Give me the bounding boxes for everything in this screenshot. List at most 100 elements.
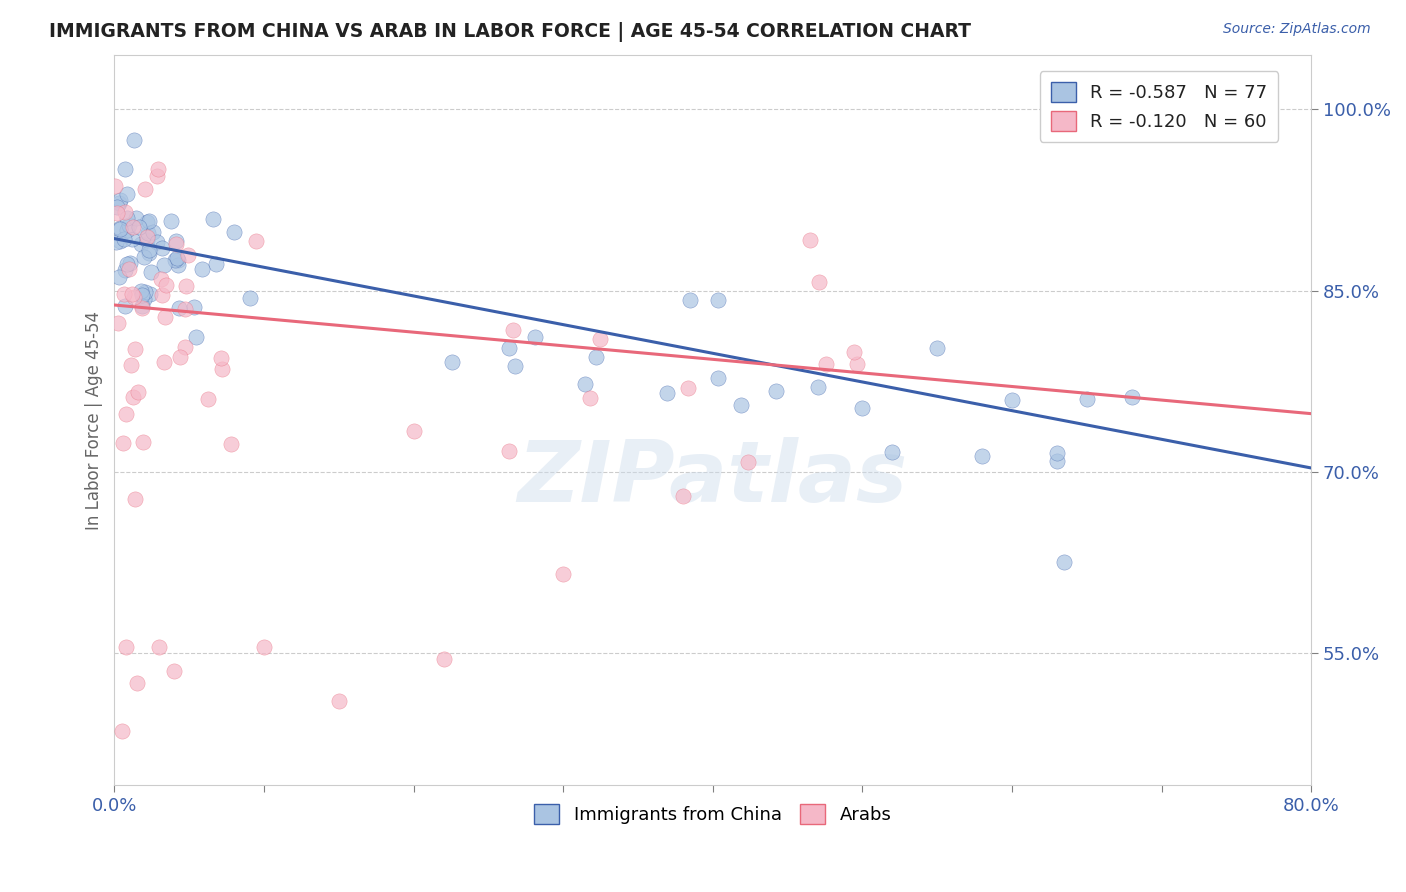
Point xyxy=(152,355,174,369)
Point xyxy=(169,301,191,315)
Point xyxy=(219,437,242,451)
Point xyxy=(1121,390,1143,404)
Point xyxy=(578,391,600,405)
Point xyxy=(707,371,730,385)
Point xyxy=(132,434,155,449)
Point xyxy=(150,241,173,255)
Point xyxy=(117,218,139,232)
Point xyxy=(129,236,152,251)
Point xyxy=(134,285,156,300)
Point xyxy=(166,251,188,265)
Point xyxy=(105,200,128,214)
Point xyxy=(129,284,152,298)
Point xyxy=(553,567,575,582)
Point xyxy=(799,233,821,247)
Point xyxy=(160,214,183,228)
Point xyxy=(115,211,138,226)
Point xyxy=(142,225,165,239)
Point xyxy=(657,386,679,401)
Text: IMMIGRANTS FROM CHINA VS ARAB IN LABOR FORCE | AGE 45-54 CORRELATION CHART: IMMIGRANTS FROM CHINA VS ARAB IN LABOR F… xyxy=(49,22,972,42)
Point xyxy=(114,204,136,219)
Point xyxy=(150,272,173,286)
Point xyxy=(209,351,232,365)
Point xyxy=(166,258,188,272)
Point xyxy=(163,664,186,678)
Point xyxy=(128,220,150,235)
Point xyxy=(155,310,177,325)
Point xyxy=(114,161,136,176)
Point xyxy=(174,279,197,293)
Point xyxy=(146,161,169,176)
Point xyxy=(135,230,157,244)
Point xyxy=(136,226,159,240)
Point xyxy=(127,385,149,400)
Point xyxy=(150,287,173,301)
Y-axis label: In Labor Force | Age 45-54: In Labor Force | Age 45-54 xyxy=(86,310,103,530)
Point xyxy=(136,233,159,247)
Point xyxy=(730,397,752,411)
Point xyxy=(679,293,702,307)
Point xyxy=(402,424,425,438)
Point xyxy=(524,330,547,344)
Point xyxy=(131,299,153,313)
Point xyxy=(118,261,141,276)
Point xyxy=(678,381,700,395)
Point xyxy=(131,301,153,316)
Point xyxy=(141,265,163,279)
Point xyxy=(927,341,949,355)
Point xyxy=(118,256,141,270)
Point xyxy=(155,278,177,293)
Point xyxy=(138,213,160,227)
Point xyxy=(120,358,142,372)
Point xyxy=(1076,392,1098,406)
Point xyxy=(328,694,350,708)
Point xyxy=(117,223,139,237)
Point xyxy=(114,263,136,277)
Text: ZIPatlas: ZIPatlas xyxy=(517,437,908,520)
Point xyxy=(197,392,219,406)
Point xyxy=(124,491,146,506)
Point xyxy=(503,359,526,374)
Point xyxy=(115,640,138,654)
Point xyxy=(122,290,145,304)
Point xyxy=(165,234,187,248)
Point xyxy=(152,258,174,272)
Point xyxy=(148,640,170,654)
Point xyxy=(253,640,276,654)
Point xyxy=(166,236,188,251)
Point xyxy=(124,342,146,356)
Point xyxy=(765,384,787,399)
Point xyxy=(498,341,520,355)
Point xyxy=(110,235,132,249)
Point xyxy=(138,286,160,301)
Point xyxy=(806,380,828,394)
Point xyxy=(707,293,730,307)
Point xyxy=(125,676,148,690)
Point xyxy=(107,316,129,330)
Point xyxy=(211,361,233,376)
Point xyxy=(177,247,200,261)
Point xyxy=(112,286,135,301)
Point xyxy=(432,651,454,665)
Point xyxy=(108,221,131,235)
Point xyxy=(191,262,214,277)
Legend: Immigrants from China, Arabs: Immigrants from China, Arabs xyxy=(527,797,898,831)
Point xyxy=(108,270,131,285)
Point xyxy=(672,489,695,503)
Text: Source: ZipAtlas.com: Source: ZipAtlas.com xyxy=(1223,22,1371,37)
Point xyxy=(815,358,838,372)
Point xyxy=(121,220,143,235)
Point xyxy=(114,299,136,313)
Point xyxy=(970,449,993,463)
Point xyxy=(132,250,155,264)
Point xyxy=(104,178,127,193)
Point xyxy=(202,212,225,227)
Point xyxy=(1001,392,1024,407)
Point xyxy=(737,454,759,468)
Point xyxy=(122,390,145,404)
Point xyxy=(110,221,132,235)
Point xyxy=(131,288,153,302)
Point xyxy=(842,344,865,359)
Point xyxy=(111,436,134,450)
Point xyxy=(136,215,159,229)
